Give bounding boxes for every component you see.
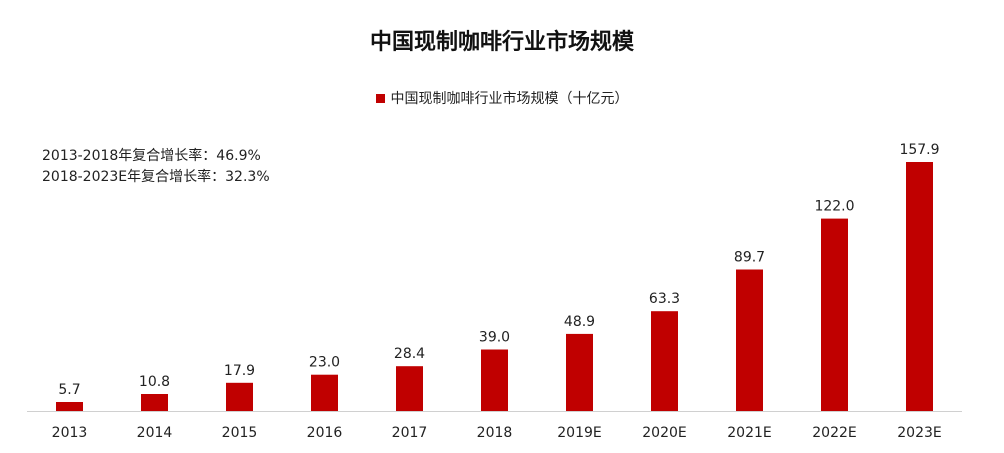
bar-2013: [56, 402, 83, 411]
bar-2018: [481, 349, 508, 411]
x-tick-label-2016: 2016: [307, 425, 343, 441]
data-label-2023E: 157.9: [899, 142, 939, 158]
cagr-annotation-2013-2018: 2013-2018年复合增长率：46.9%: [42, 148, 261, 164]
x-tick-label-2022E: 2022E: [812, 425, 856, 441]
x-tick-label-2015: 2015: [222, 425, 258, 441]
bar-2020E: [651, 311, 678, 411]
legend-label: 中国现制咖啡行业市场规模（十亿元）: [390, 91, 629, 107]
legend-swatch: [375, 93, 385, 103]
bar-2021E: [736, 269, 763, 411]
x-tick-label-2017: 2017: [392, 425, 428, 441]
bar-2017: [396, 366, 423, 411]
x-tick-label-2019E: 2019E: [557, 425, 601, 441]
legend: 中国现制咖啡行业市场规模（十亿元）: [0, 88, 1004, 108]
bar-2015: [226, 382, 253, 411]
x-tick-label-2014: 2014: [137, 425, 173, 441]
x-tick-label-2013: 2013: [52, 425, 88, 441]
data-label-2013: 5.7: [58, 382, 80, 398]
data-label-2017: 28.4: [394, 346, 425, 362]
x-tick-label-2018: 2018: [477, 425, 513, 441]
data-label-2018: 39.0: [479, 330, 510, 346]
cagr-annotation-2018-2023: 2018-2023E年复合增长率：32.3%: [42, 169, 270, 185]
data-label-2020E: 63.3: [649, 291, 680, 307]
data-label-2014: 10.8: [139, 374, 170, 390]
bar-2023E: [906, 162, 933, 411]
x-tick-label-2020E: 2020E: [642, 425, 686, 441]
chart-title: 中国现制咖啡行业市场规模: [369, 30, 634, 55]
data-label-2022E: 122.0: [814, 199, 854, 215]
bar-2016: [311, 374, 338, 411]
x-tick-label-2021E: 2021E: [727, 425, 771, 441]
data-label-2021E: 89.7: [734, 250, 765, 266]
bar-2014: [141, 394, 168, 411]
data-label-2019E: 48.9: [564, 314, 595, 330]
bar-2022E: [821, 218, 848, 411]
data-label-2015: 17.9: [224, 363, 255, 379]
bar-2019E: [566, 333, 593, 411]
x-tick-label-2023E: 2023E: [897, 425, 941, 441]
data-label-2016: 23.0: [309, 355, 340, 371]
